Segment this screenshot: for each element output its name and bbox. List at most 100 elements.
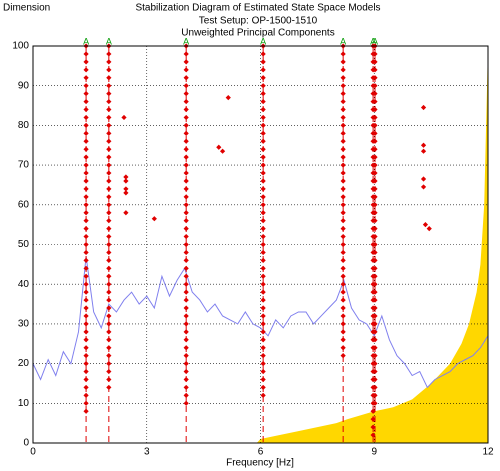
area [256, 46, 488, 443]
point [183, 249, 189, 256]
point [260, 281, 266, 287]
point [106, 337, 112, 343]
point [225, 95, 231, 101]
marker-label: A [260, 36, 266, 46]
point [183, 241, 189, 248]
point [260, 313, 266, 319]
point [183, 273, 189, 279]
y-tick-label: 70 [18, 160, 30, 171]
point [340, 186, 346, 192]
point [340, 51, 346, 57]
marker-label: A [183, 36, 189, 46]
point [260, 67, 266, 73]
point [260, 83, 266, 89]
point [106, 361, 112, 367]
point [106, 178, 112, 184]
point [420, 184, 427, 190]
point [372, 226, 378, 232]
chart-subtitle: Unweighted Principal Components [181, 28, 334, 39]
point [83, 233, 89, 240]
point [183, 106, 189, 113]
point [340, 114, 346, 121]
point [183, 376, 189, 383]
point [372, 233, 378, 240]
point [106, 329, 112, 335]
y-axis-label: Dimension [3, 3, 50, 14]
point [340, 337, 346, 343]
y-tick-label: 40 [18, 279, 30, 290]
marker-label: A [106, 36, 112, 46]
point [372, 345, 378, 351]
point [340, 257, 346, 263]
point [183, 75, 189, 81]
point [183, 345, 189, 351]
point [106, 345, 112, 351]
point [340, 98, 346, 105]
point [340, 281, 346, 287]
point [340, 305, 346, 311]
point [106, 59, 112, 65]
point [106, 273, 112, 279]
point [183, 122, 189, 128]
point [183, 321, 189, 327]
point [83, 265, 89, 271]
plot-border [32, 45, 489, 444]
point [372, 265, 378, 271]
point [260, 305, 266, 311]
point [183, 98, 189, 105]
point [183, 218, 189, 224]
point [183, 368, 189, 375]
point [106, 281, 112, 287]
point [372, 210, 378, 216]
point [183, 114, 189, 121]
point [106, 194, 112, 200]
point [260, 241, 266, 248]
point [83, 241, 89, 248]
point [260, 376, 266, 383]
point [83, 329, 89, 335]
point [106, 289, 112, 295]
x-tick-label: 12 [482, 447, 494, 458]
point [260, 233, 266, 240]
point [83, 154, 89, 160]
point [372, 392, 378, 398]
point [372, 178, 378, 184]
x-tick-label: 9 [371, 447, 377, 458]
point [260, 321, 266, 327]
point [83, 162, 89, 168]
point [123, 210, 129, 216]
point [83, 202, 89, 208]
point [106, 218, 112, 224]
point [106, 154, 112, 160]
point [183, 384, 189, 391]
point [83, 59, 89, 65]
point [183, 51, 189, 57]
point [106, 122, 112, 128]
point [260, 138, 266, 144]
point [340, 146, 346, 152]
point [340, 226, 346, 232]
point [340, 345, 346, 351]
point [370, 424, 376, 430]
point [106, 226, 112, 232]
point [83, 178, 89, 184]
point [260, 122, 266, 128]
point [260, 186, 266, 192]
point [372, 67, 378, 73]
point [260, 273, 266, 279]
point [420, 104, 427, 111]
point [83, 337, 89, 343]
point [370, 408, 376, 414]
point [372, 122, 378, 128]
point [426, 226, 432, 232]
point [372, 384, 378, 391]
point [340, 138, 346, 144]
point [372, 353, 378, 359]
point [260, 297, 266, 303]
point [260, 210, 266, 216]
point [219, 148, 226, 154]
point [340, 106, 346, 113]
point [260, 226, 266, 232]
point [260, 353, 266, 359]
point [340, 122, 346, 128]
